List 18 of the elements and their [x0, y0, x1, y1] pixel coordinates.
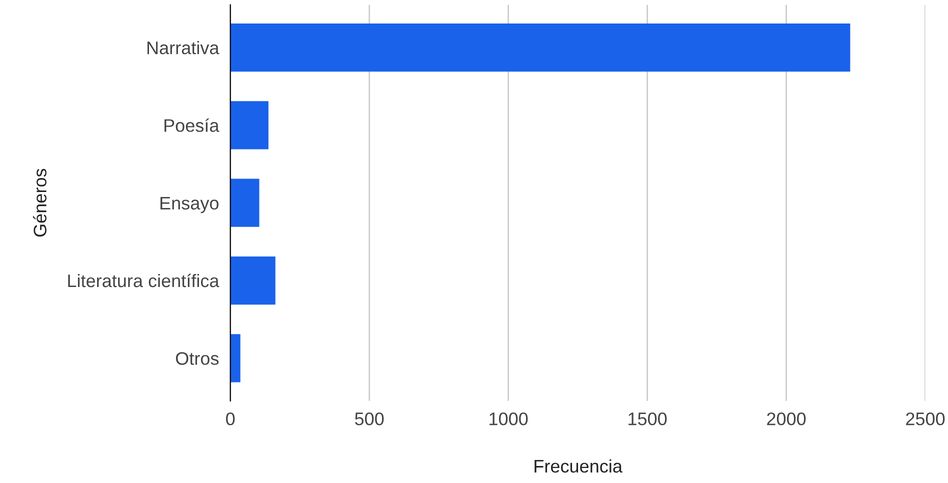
y-tick-label: Poesía	[164, 118, 220, 132]
x-tick-label: 2500	[906, 412, 945, 426]
bar	[230, 101, 268, 150]
y-axis-title: Géneros	[33, 168, 46, 237]
y-tick-label: Ensayo	[160, 196, 218, 214]
y-tick-label: Otros	[176, 352, 219, 365]
bar	[230, 256, 276, 305]
x-axis-title: Frecuencia	[534, 459, 622, 473]
y-tick-label: Literatura científica	[68, 274, 220, 288]
y-tick-label: Narrativa	[147, 41, 220, 54]
x-tick-label: 1000	[490, 412, 528, 426]
bar	[230, 23, 850, 72]
x-tick-label: 1500	[628, 412, 667, 426]
x-tick-label: 0	[226, 412, 235, 426]
bar	[230, 178, 260, 227]
x-tick-label: 2000	[767, 412, 806, 426]
bar	[230, 334, 240, 382]
x-tick-label: 500	[355, 412, 384, 426]
